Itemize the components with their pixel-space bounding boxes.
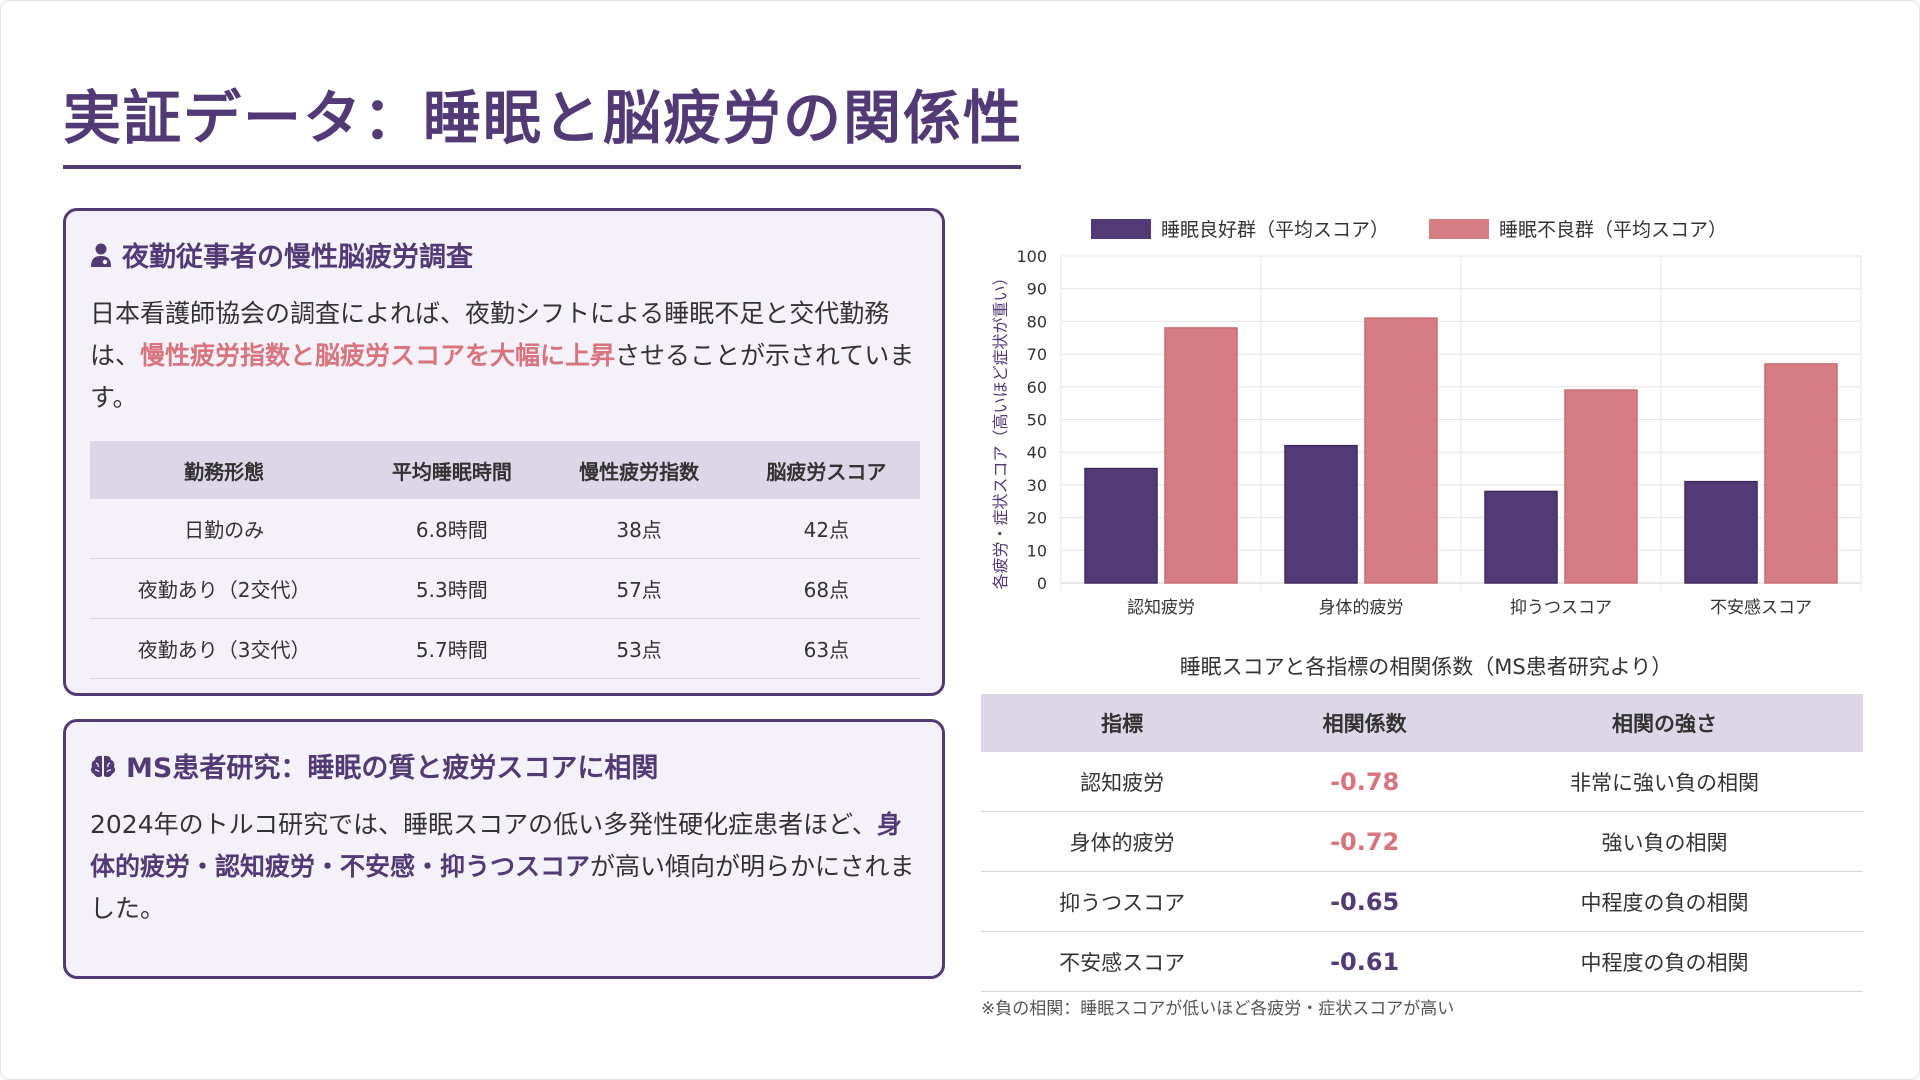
table-cell: 5.3時間	[358, 558, 546, 619]
indicator-cell: 抑うつスコア	[981, 871, 1264, 932]
card1-text-highlight: 慢性疲労指数と脳疲労スコアを大幅に上昇	[140, 341, 616, 370]
card2-text-part2: が高い傾向が明らかにされました。	[90, 852, 915, 923]
card1-text-part1: 日本看護師協会の調査によれば、夜勤シフトによる睡眠不足と交代勤務は、	[90, 299, 890, 370]
table-row: 身体的疲労 -0.72 強い負の相関	[981, 811, 1863, 872]
y-tick-label: 50	[1027, 411, 1047, 430]
y-tick-label: 10	[1027, 541, 1047, 560]
table-row: 日勤のみ 6.8時間 38点 42点	[90, 499, 920, 559]
legend-swatch	[1091, 219, 1151, 239]
y-tick-label: 40	[1027, 443, 1047, 462]
column-header: 勤務形態	[90, 441, 359, 499]
table-cell: 68点	[732, 558, 920, 619]
table-cell: 夜勤あり（2交代）	[90, 558, 359, 619]
correlation-table: 指標 相関係数 相関の強さ 認知疲労 -0.78 非常に強い負の相関 身体的疲労 -0.…	[981, 694, 1863, 992]
table-cell: 夜勤あり（3交代）	[90, 618, 359, 679]
indicator-cell: 身体的疲労	[981, 811, 1264, 872]
card1-text-part2: させることが示されています。	[90, 341, 915, 412]
strength-cell: 強い負の相関	[1466, 811, 1863, 872]
legend-label: 睡眠良好群（平均スコア）	[1161, 219, 1389, 241]
y-tick-label: 20	[1027, 509, 1047, 528]
table-cell: 63点	[732, 618, 920, 679]
bar-poor-sleep-4	[1764, 363, 1838, 584]
bar-chart-svg: 0 10 20 30 40 50 60 70 80 90 100 認知疲労 身体的疲労 抑うつスコア 不安感…	[991, 219, 1862, 618]
y-axis-title: 各疲労・症状スコア（高いほど症状が重い）	[991, 269, 1010, 589]
y-tick-label: 80	[1027, 312, 1047, 331]
bar-poor-sleep-1	[1164, 327, 1238, 584]
bar-good-sleep-3	[1484, 490, 1558, 584]
x-tick-label: 不安感スコア	[1710, 598, 1812, 618]
page-title: 実証データ：睡眠と脳疲労の関係性	[63, 84, 1024, 152]
table-cell: 53点	[545, 618, 733, 679]
column-header: 相関の強さ	[1466, 694, 1863, 752]
coefficient-cell: -0.61	[1263, 931, 1467, 992]
x-tick-label: 認知疲労	[1127, 598, 1195, 618]
y-tick-label: 30	[1027, 476, 1047, 495]
card1-text: 日本看護師協会の調査によれば、夜勤シフトによる睡眠不足と交代勤務は、慢性疲労指数…	[90, 293, 920, 419]
card2-text: 2024年のトルコ研究では、睡眠スコアの低い多発性硬化症患者ほど、身体的疲労・認…	[90, 804, 920, 930]
indicator-cell: 認知疲労	[981, 752, 1264, 812]
card2-heading: MS患者研究：睡眠の質と疲労スコアに相関	[126, 753, 659, 784]
x-tick-label: 身体的疲労	[1319, 598, 1404, 618]
table-row: 抑うつスコア -0.65 中程度の負の相関	[981, 871, 1863, 932]
y-tick-label: 0	[1037, 574, 1047, 593]
table-row: 不安感スコア -0.61 中程度の負の相関	[981, 931, 1863, 992]
correlation-note: ※負の相関：睡眠スコアが低いほど各疲労・症状スコアが高い	[981, 999, 1455, 1019]
coefficient-cell: -0.72	[1263, 811, 1467, 872]
card1-header: 夜勤従事者の慢性脳疲労調査	[90, 235, 473, 274]
legend-swatch	[1429, 219, 1489, 239]
strength-cell: 中程度の負の相関	[1466, 931, 1863, 992]
night-shift-survey-card: 夜勤従事者の慢性脳疲労調査 日本看護師協会の調査によれば、夜勤シフトによる睡眠不…	[63, 208, 945, 696]
table-cell: 42点	[732, 499, 920, 559]
legend-label: 睡眠不良群（平均スコア）	[1499, 219, 1727, 241]
shift-table-header: 勤務形態 平均睡眠時間 慢性疲労指数 脳疲労スコア	[90, 441, 920, 499]
column-header: 指標	[981, 694, 1264, 752]
strength-cell: 非常に強い負の相関	[1466, 752, 1863, 812]
sleep-fatigue-bar-chart: 0 10 20 30 40 50 60 70 80 90 100 認知疲労 身体的疲労 抑うつスコア 不安感…	[976, 206, 1876, 636]
table-row: 認知疲労 -0.78 非常に強い負の相関	[981, 752, 1863, 812]
card1-heading: 夜勤従事者の慢性脳疲労調査	[122, 242, 473, 273]
indicator-cell: 不安感スコア	[981, 931, 1264, 992]
coefficient-cell: -0.78	[1263, 752, 1467, 812]
brain-icon	[90, 754, 116, 778]
table-cell: 38点	[545, 499, 733, 559]
column-header: 慢性疲労指数	[545, 441, 733, 499]
title-underline	[63, 165, 1021, 169]
shift-table: 勤務形態 平均睡眠時間 慢性疲労指数 脳疲労スコア 日勤のみ 6.8時間 38点…	[90, 441, 920, 679]
column-header: 平均睡眠時間	[358, 441, 546, 499]
correlation-caption: 睡眠スコアと各指標の相関係数（MS患者研究より）	[1179, 655, 1673, 679]
x-tick-label: 抑うつスコア	[1510, 598, 1612, 618]
table-row: 夜勤あり（3交代） 5.7時間 53点 63点	[90, 618, 920, 679]
card2-header: MS患者研究：睡眠の質と疲労スコアに相関	[90, 746, 658, 785]
user-md-icon	[90, 243, 112, 267]
y-tick-label: 60	[1027, 378, 1047, 397]
table-cell: 日勤のみ	[90, 499, 359, 559]
bar-good-sleep-1	[1084, 467, 1158, 584]
coefficient-cell: -0.65	[1263, 871, 1467, 932]
y-tick-label: 70	[1027, 345, 1047, 364]
y-tick-label: 100	[1016, 247, 1047, 266]
column-header: 相関係数	[1263, 694, 1467, 752]
table-cell: 6.8時間	[358, 499, 546, 559]
correlation-table-header: 指標 相関係数 相関の強さ	[981, 694, 1863, 752]
strength-cell: 中程度の負の相関	[1466, 871, 1863, 932]
bar-good-sleep-2	[1284, 444, 1358, 584]
card2-text-part1: 2024年のトルコ研究では、睡眠スコアの低い多発性硬化症患者ほど、	[90, 810, 877, 839]
table-cell: 57点	[545, 558, 733, 619]
table-cell: 5.7時間	[358, 618, 546, 679]
card2-text-highlight: 身体的疲労・認知疲労・不安感・抑うつスコア	[90, 810, 902, 881]
bar-poor-sleep-2	[1364, 317, 1438, 584]
table-row: 夜勤あり（2交代） 5.3時間 57点 68点	[90, 558, 920, 619]
bar-good-sleep-4	[1684, 480, 1758, 584]
bar-poor-sleep-3	[1564, 389, 1638, 584]
column-header: 脳疲労スコア	[732, 441, 920, 499]
ms-study-card: MS患者研究：睡眠の質と疲労スコアに相関 2024年のトルコ研究では、睡眠スコア…	[63, 719, 945, 979]
y-tick-label: 90	[1027, 280, 1047, 299]
